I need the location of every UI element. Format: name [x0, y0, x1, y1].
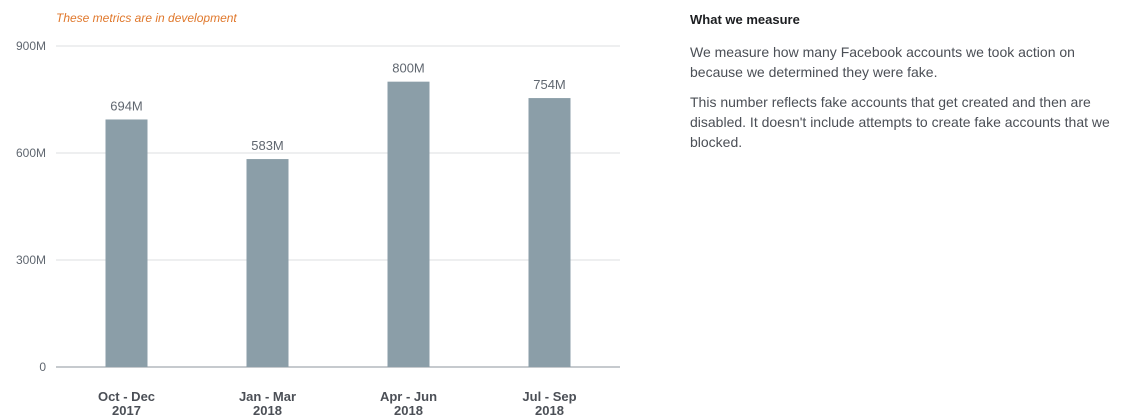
x-tick-label: Oct - Dec	[98, 389, 155, 404]
y-tick-label: 600M	[16, 146, 46, 160]
x-tick-label: Jan - Mar	[239, 389, 296, 404]
x-tick-label: Jul - Sep	[522, 389, 576, 404]
gridlines	[56, 45, 620, 368]
bar-value-label: 694M	[110, 98, 143, 113]
x-tick-label: 2018	[535, 403, 564, 417]
x-tick-label: 2018	[253, 403, 282, 417]
bar-value-label: 754M	[533, 77, 566, 92]
x-tick-label: 2018	[394, 403, 423, 417]
explanation-panel: What we measure We measure how many Face…	[690, 12, 1130, 162]
x-tick-label: 2017	[112, 403, 141, 417]
y-tick-label: 900M	[16, 39, 46, 53]
development-notice: These metrics are in development	[56, 11, 237, 25]
y-tick-label: 300M	[16, 253, 46, 267]
bar[interactable]	[105, 119, 148, 368]
bar[interactable]	[387, 81, 430, 368]
bar[interactable]	[528, 98, 571, 367]
fake-accounts-bar-chart: 0 300M 600M 900M 694M 583M 800M 754M Oct - Dec…	[16, 39, 620, 417]
bar[interactable]	[246, 159, 289, 367]
bar-value-label: 800M	[392, 61, 425, 76]
explanation-paragraph-1: We measure how many Facebook accounts we…	[690, 44, 1075, 80]
y-axis-ticks: 0 300M 600M 900M	[16, 39, 46, 374]
x-tick-label: Apr - Jun	[380, 389, 437, 404]
bar-value-label: 583M	[251, 138, 284, 153]
section-heading: What we measure	[690, 12, 800, 27]
y-tick-label: 0	[39, 360, 46, 374]
explanation-paragraph-2: This number reflects fake accounts that …	[690, 94, 1110, 150]
value-labels: 694M 583M 800M 754M	[110, 61, 566, 153]
bars	[105, 81, 571, 368]
